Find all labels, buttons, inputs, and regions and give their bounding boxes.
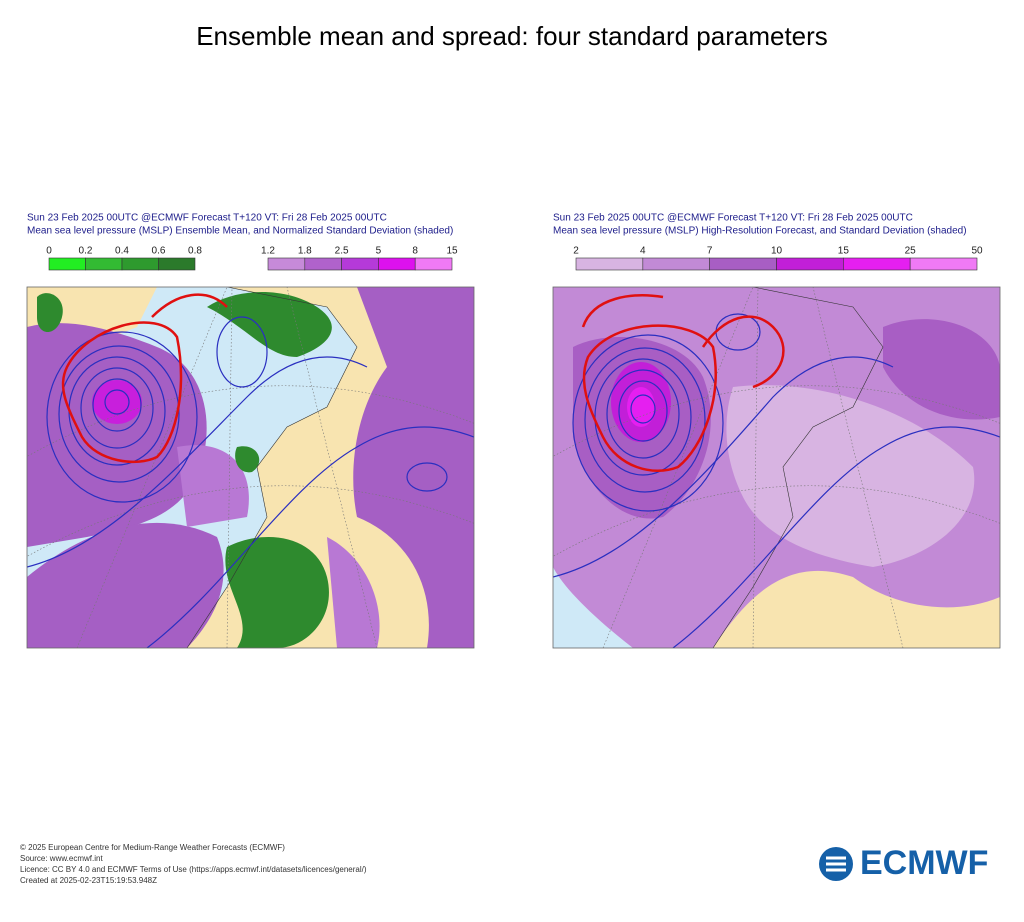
legend-label: 15	[446, 246, 458, 257]
map-right	[552, 286, 1001, 649]
legend-swatch	[267, 257, 306, 271]
shade	[726, 385, 975, 567]
footer-line: Created at 2025-02-23T15:19:53.948Z	[20, 876, 157, 885]
footer-line: © 2025 European Centre for Medium-Range …	[20, 843, 285, 852]
legend-label: 8	[412, 246, 418, 257]
legend-swatch	[575, 257, 644, 271]
shade-green	[225, 537, 329, 648]
legend-swatch	[158, 257, 196, 271]
legend-label: 2	[573, 246, 579, 257]
red-contour	[582, 324, 717, 472]
contours	[27, 316, 474, 648]
map-frame	[26, 286, 475, 649]
legend-label: 4	[640, 246, 646, 257]
red-contour	[151, 293, 228, 318]
red-contour	[61, 321, 183, 464]
graticule	[27, 485, 474, 557]
legend-swatch	[121, 257, 159, 271]
legend-label: 0	[46, 246, 52, 257]
logo-text: ECMWF	[860, 844, 988, 882]
legend-swatch	[843, 257, 911, 271]
legend-label: 0.8	[188, 246, 202, 257]
legend-swatch	[642, 257, 710, 271]
footer-line: Source: www.ecmwf.int	[20, 854, 103, 863]
coastline	[186, 287, 358, 648]
panel-title: Sun 23 Feb 2025 00UTC @ECMWF Forecast T+…	[553, 213, 913, 224]
legend-label: 1.2	[261, 246, 275, 257]
page-title: Ensemble mean and spread: four standard …	[196, 21, 828, 51]
shade	[27, 522, 224, 648]
shade	[327, 537, 380, 648]
shade	[27, 323, 207, 547]
shade-green	[37, 293, 63, 332]
legend-label: 15	[838, 246, 850, 257]
shade-green	[207, 292, 332, 357]
legend-label: 1.8	[298, 246, 312, 257]
shade	[883, 319, 1000, 420]
legend-swatch	[341, 257, 379, 271]
shade	[353, 287, 474, 648]
legend-label: 7	[707, 246, 713, 257]
shade-green	[235, 446, 260, 473]
legend-label: 0.2	[79, 246, 93, 257]
red-contour	[581, 294, 785, 389]
panel-subtitle: Mean sea level pressure (MSLP) High-Reso…	[553, 226, 967, 237]
graticule	[76, 287, 378, 648]
shade	[177, 445, 249, 527]
map-left	[26, 286, 475, 649]
map-frame	[552, 286, 1001, 649]
legend-swatch	[85, 257, 123, 271]
graticule	[602, 287, 904, 648]
legend-label: 10	[771, 246, 783, 257]
legend-label: 0.4	[115, 246, 129, 257]
legend-swatch	[378, 257, 416, 271]
legend-swatch	[909, 257, 978, 271]
legend-label: 0.6	[152, 246, 166, 257]
legend-swatch	[304, 257, 342, 271]
coastline	[712, 287, 884, 648]
legend-swatch	[48, 257, 86, 271]
legend-swatch	[414, 257, 453, 271]
legend-label: 50	[971, 246, 983, 257]
graticule	[553, 485, 1000, 557]
graticule	[27, 385, 474, 457]
legend-label: 2.5	[335, 246, 349, 257]
legend-swatch	[776, 257, 844, 271]
graticule	[553, 385, 1000, 457]
panel-title: Sun 23 Feb 2025 00UTC @ECMWF Forecast T+…	[27, 213, 387, 224]
legend-label: 5	[376, 246, 382, 257]
shade-core	[627, 387, 655, 427]
logo-icon-lines	[826, 856, 846, 872]
logo: ECMWF	[819, 844, 988, 882]
legend-swatch	[709, 257, 777, 271]
footer-line: Licence: CC BY 4.0 and ECMWF Terms of Us…	[20, 865, 367, 874]
panel-subtitle: Mean sea level pressure (MSLP) Ensemble …	[27, 226, 453, 237]
legend-label: 25	[905, 246, 917, 257]
shade-core	[92, 380, 142, 424]
